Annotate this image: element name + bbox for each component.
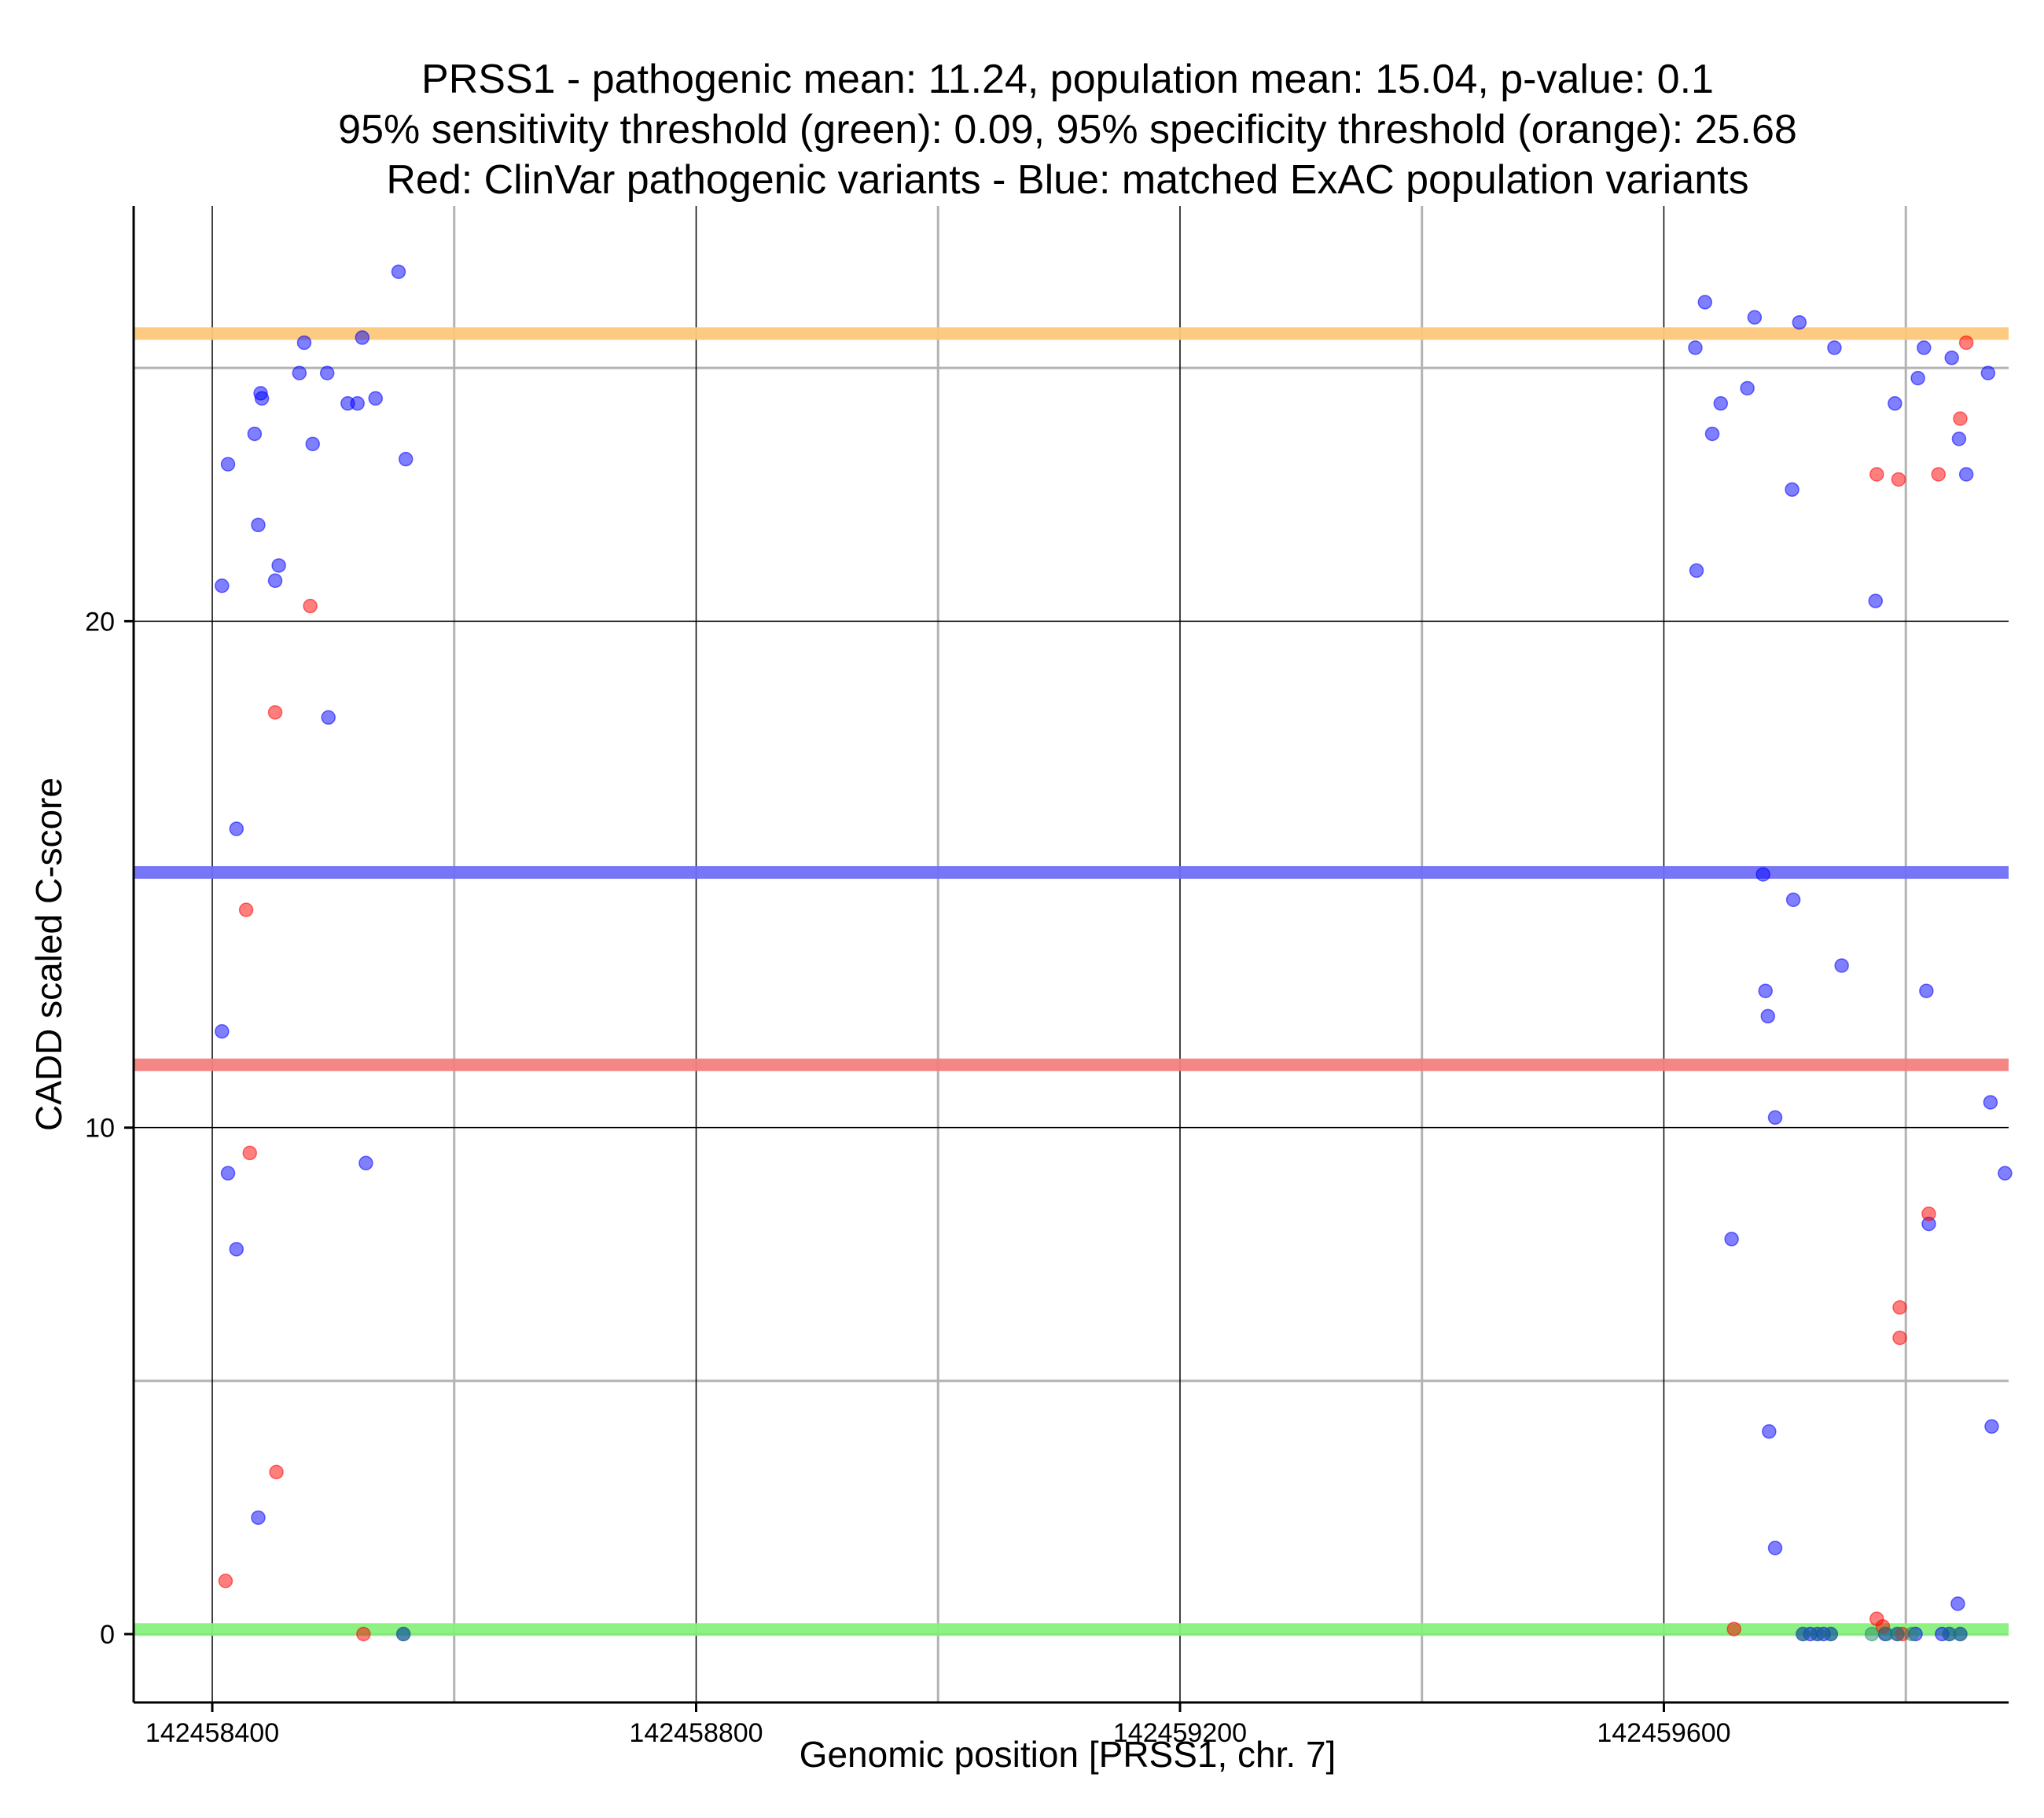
data-point — [1697, 295, 1713, 310]
data-point — [215, 578, 230, 593]
data-point — [271, 558, 286, 573]
y-tick-label: 20 — [85, 607, 115, 637]
y-tick-label: 10 — [85, 1114, 115, 1144]
axes — [132, 206, 2009, 1704]
data-point — [1892, 1300, 1907, 1315]
data-point — [1958, 335, 1974, 351]
data-point — [1998, 1166, 2013, 1181]
data-point — [1944, 351, 1959, 365]
data-point — [238, 902, 254, 917]
data-point — [303, 598, 318, 614]
x-axis-title: Genomic position [PRSS1, chr. 7] — [800, 1734, 1336, 1775]
data-point — [1919, 983, 1934, 998]
data-point — [1958, 467, 1974, 482]
y-tick-label: 0 — [100, 1620, 115, 1650]
data-point — [292, 365, 307, 380]
data-point — [1724, 1232, 1739, 1247]
chart-title: PRSS1 - pathogenic mean: 11.24, populati… — [338, 57, 1797, 203]
data-point — [1827, 340, 1842, 355]
title-line-1: PRSS1 - pathogenic mean: 11.24, populati… — [421, 57, 1714, 102]
data-point — [1868, 593, 1883, 608]
data-point — [321, 710, 336, 725]
data-point — [398, 451, 414, 467]
data-point — [1755, 867, 1770, 882]
x-tick-label: 142458400 — [145, 1718, 279, 1748]
data-point — [1688, 340, 1703, 355]
data-point — [1950, 1596, 1965, 1611]
title-line-3: Red: ClinVar pathogenic variants - Blue:… — [386, 157, 1748, 203]
axis-ticks: 142458400 142458800 142459200 142459600 0 10 2… — [85, 607, 1730, 1748]
data-point — [242, 1145, 257, 1161]
data-point — [1785, 892, 1801, 907]
data-point — [1951, 432, 1967, 446]
data-point — [1758, 983, 1773, 998]
data-point — [1760, 1008, 1776, 1024]
data-point — [251, 1510, 266, 1526]
data-point — [1888, 396, 1902, 411]
data-point — [356, 1626, 371, 1642]
data-point — [215, 1024, 230, 1039]
x-tick-label: 142459600 — [1597, 1718, 1730, 1748]
x-tick-label: 142459200 — [1113, 1718, 1247, 1748]
data-point — [1767, 1110, 1783, 1126]
reference-lines — [134, 327, 2009, 1636]
data-point — [247, 426, 263, 442]
data-point — [1931, 467, 1947, 482]
data-point — [1823, 1626, 1839, 1642]
data-point — [1796, 1626, 1811, 1642]
data-point — [1864, 1626, 1880, 1642]
data-point — [1980, 365, 1996, 380]
data-point — [358, 1155, 373, 1171]
data-point — [229, 1242, 244, 1257]
data-point — [269, 1464, 284, 1480]
data-points — [215, 264, 2013, 1642]
data-point — [1747, 310, 1763, 325]
data-point — [1810, 1626, 1825, 1642]
data-point — [251, 517, 266, 533]
data-point — [1713, 396, 1729, 411]
data-point — [1869, 467, 1884, 482]
data-point — [1892, 1330, 1907, 1346]
data-point — [1740, 380, 1755, 396]
data-point — [1792, 314, 1807, 330]
data-point — [229, 821, 244, 836]
data-point — [220, 457, 236, 472]
data-point — [218, 1574, 233, 1588]
data-point — [1983, 1095, 1998, 1110]
y-axis-title: CADD scaled C-score — [28, 777, 69, 1131]
data-point — [1704, 426, 1720, 442]
data-point — [1762, 1424, 1777, 1439]
data-point — [267, 573, 283, 589]
data-point — [1953, 411, 1968, 426]
data-point — [254, 391, 270, 406]
title-line-2: 95% sensitivity threshold (green): 0.09,… — [338, 107, 1797, 152]
data-point — [1953, 1626, 1968, 1642]
data-point — [1921, 1206, 1936, 1221]
data-point — [395, 1626, 411, 1642]
data-point — [296, 335, 312, 351]
data-point — [1917, 340, 1932, 355]
data-point — [350, 396, 365, 411]
data-point — [1904, 1626, 1920, 1642]
data-point — [1984, 1419, 1999, 1434]
data-point — [305, 436, 320, 452]
data-point — [368, 391, 383, 406]
data-point — [267, 705, 283, 720]
data-point — [1767, 1541, 1783, 1555]
data-point — [391, 264, 406, 280]
data-point — [355, 330, 370, 345]
grid — [134, 206, 2009, 1702]
data-point — [1689, 563, 1704, 578]
data-point — [1891, 472, 1906, 487]
data-point — [319, 365, 335, 380]
x-tick-label: 142458800 — [629, 1718, 763, 1748]
data-point — [1785, 482, 1800, 498]
data-point — [1726, 1622, 1741, 1636]
data-point — [1834, 958, 1849, 973]
data-point — [1910, 370, 1925, 386]
data-point — [220, 1166, 236, 1181]
data-point — [1890, 1626, 1905, 1642]
